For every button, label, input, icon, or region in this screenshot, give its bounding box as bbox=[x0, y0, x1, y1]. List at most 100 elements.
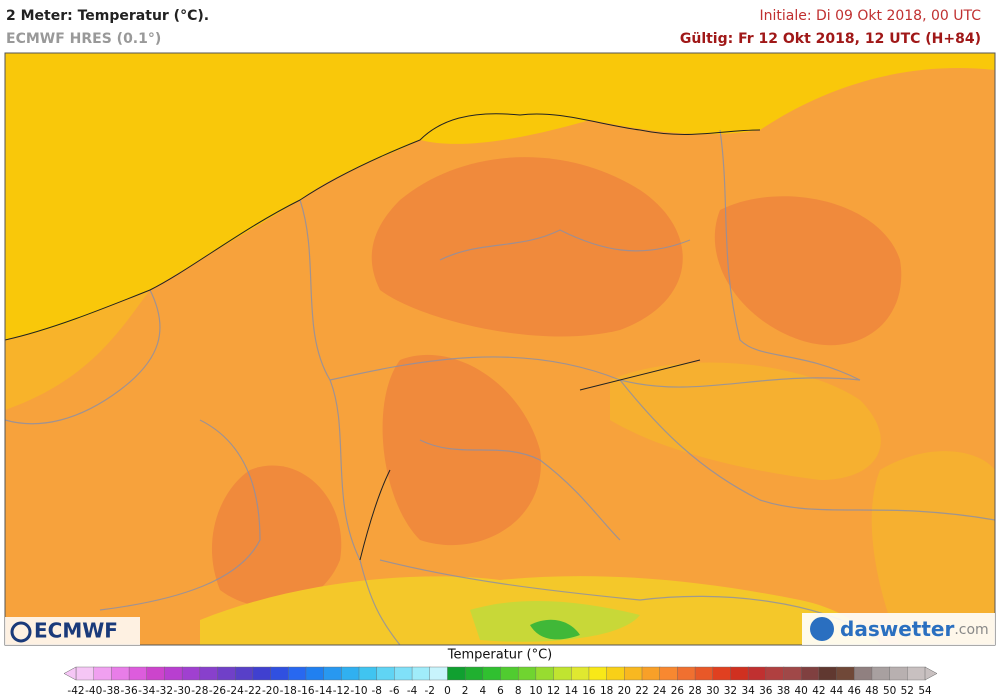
colorbar-label: -4 bbox=[407, 685, 418, 697]
colorbar-label: 22 bbox=[635, 685, 648, 697]
colorbar-box bbox=[606, 666, 626, 681]
title: 2 Meter: Temperatur (°C). bbox=[6, 8, 209, 24]
colorbar-label: 46 bbox=[848, 685, 862, 697]
colorbar-label: 42 bbox=[812, 685, 825, 697]
colorbar-box bbox=[341, 666, 360, 681]
colorbar-end-high bbox=[924, 666, 938, 681]
colorbar-box bbox=[641, 666, 661, 681]
colorbar-label: 26 bbox=[671, 685, 685, 697]
colorbar-box bbox=[854, 666, 873, 681]
colorbar-label: 30 bbox=[706, 685, 719, 697]
colorbar-box bbox=[730, 666, 749, 681]
valid-time: Gültig: Fr 12 Okt 2018, 12 UTC (H+84) bbox=[680, 31, 981, 47]
colorbar-box bbox=[517, 666, 537, 681]
colorbar-label: -42 bbox=[67, 685, 84, 697]
colorbar-label: -18 bbox=[280, 685, 297, 697]
colorbar-box bbox=[889, 666, 909, 681]
logo-daswetter-text: daswetter.com bbox=[840, 617, 989, 641]
colorbar-label: -36 bbox=[120, 685, 137, 697]
colorbar-box bbox=[818, 666, 838, 681]
colorbar-box bbox=[199, 666, 219, 681]
colorbar-box bbox=[783, 666, 802, 681]
colorbar-label: 4 bbox=[479, 685, 486, 697]
colorbar-label: 34 bbox=[741, 685, 755, 697]
colorbar-box bbox=[288, 666, 307, 681]
colorbar-box bbox=[305, 666, 325, 681]
colorbar-label: 16 bbox=[582, 685, 596, 697]
colorbar-label: -38 bbox=[103, 685, 120, 697]
map bbox=[4, 52, 996, 646]
colorbar-box bbox=[482, 666, 502, 681]
colorbar-box bbox=[907, 666, 926, 681]
logo-suffix: .com bbox=[954, 622, 988, 638]
colorbar-box bbox=[394, 666, 413, 681]
colorbar-box bbox=[447, 666, 466, 681]
colorbar-label: -32 bbox=[156, 685, 173, 697]
colorbar-label: 50 bbox=[883, 685, 896, 697]
colorbar-label: 32 bbox=[724, 685, 737, 697]
colorbar-box bbox=[111, 666, 130, 681]
colorbar-box bbox=[164, 666, 183, 681]
colorbar-box bbox=[871, 666, 891, 681]
colorbar-label: -24 bbox=[227, 685, 244, 697]
colorbar-label: 38 bbox=[777, 685, 790, 697]
colorbar-box bbox=[553, 666, 572, 681]
colorbar-box bbox=[270, 666, 289, 681]
colorbar-label: 0 bbox=[444, 685, 451, 697]
colorbar-label: 20 bbox=[618, 685, 631, 697]
colorbar-box bbox=[677, 666, 696, 681]
colorbar-label: -10 bbox=[350, 685, 367, 697]
colorbar-end-low bbox=[63, 666, 77, 681]
colorbar-box bbox=[252, 666, 272, 681]
colorbar-box bbox=[694, 666, 714, 681]
colorbar-box bbox=[217, 666, 236, 681]
colorbar-box bbox=[836, 666, 855, 681]
colorbar-box bbox=[181, 666, 201, 681]
colorbar-label: 52 bbox=[901, 685, 914, 697]
colorbar-label: -14 bbox=[315, 685, 332, 697]
colorbar-box bbox=[93, 666, 113, 681]
colorbar-label: 44 bbox=[830, 685, 844, 697]
colorbar-box bbox=[765, 666, 785, 681]
logo-name: daswetter bbox=[840, 617, 954, 641]
colorbar-label: 28 bbox=[688, 685, 701, 697]
logo-ecmwf: ECMWF bbox=[5, 617, 140, 645]
colorbar-label: 2 bbox=[462, 685, 469, 697]
colorbar-label: -8 bbox=[371, 685, 381, 697]
colorbar-label: -12 bbox=[333, 685, 350, 697]
colorbar-box bbox=[712, 666, 732, 681]
colorbar-label: 24 bbox=[653, 685, 667, 697]
colorbar-box bbox=[146, 666, 166, 681]
colorbar-box bbox=[747, 666, 767, 681]
colorbar-label: -40 bbox=[85, 685, 102, 697]
logo-daswetter: daswetter.com bbox=[802, 613, 995, 645]
colorbar-box bbox=[234, 666, 254, 681]
colorbar-box bbox=[358, 666, 378, 681]
colorbar-label: 18 bbox=[600, 685, 613, 697]
colorbar-box bbox=[535, 666, 555, 681]
colorbar-label: -22 bbox=[244, 685, 261, 697]
colorbar-label: -30 bbox=[174, 685, 191, 697]
colorbar-label: -16 bbox=[297, 685, 314, 697]
colorbar-box bbox=[376, 666, 396, 681]
colorbar-title: Temperatur (°C) bbox=[447, 648, 553, 663]
model: ECMWF HRES (0.1°) bbox=[6, 31, 161, 47]
colorbar-box bbox=[323, 666, 343, 681]
colorbar-label: 54 bbox=[918, 685, 932, 697]
colorbar-label: -26 bbox=[209, 685, 226, 697]
colorbar-label: 36 bbox=[759, 685, 773, 697]
colorbar-box bbox=[624, 666, 643, 681]
init-time: Initiale: Di 09 Okt 2018, 00 UTC bbox=[759, 8, 981, 24]
colorbar-box bbox=[429, 666, 449, 681]
colorbar-label: 14 bbox=[565, 685, 579, 697]
colorbar-label: 48 bbox=[865, 685, 878, 697]
colorbar-box bbox=[128, 666, 148, 681]
colorbar-box bbox=[659, 666, 679, 681]
colorbar-label: -6 bbox=[389, 685, 400, 697]
colorbar-box bbox=[800, 666, 820, 681]
colorbar-label: -20 bbox=[262, 685, 279, 697]
colorbar-label: 8 bbox=[515, 685, 522, 697]
colorbar-box bbox=[75, 666, 95, 681]
colorbar-label: -28 bbox=[191, 685, 208, 697]
